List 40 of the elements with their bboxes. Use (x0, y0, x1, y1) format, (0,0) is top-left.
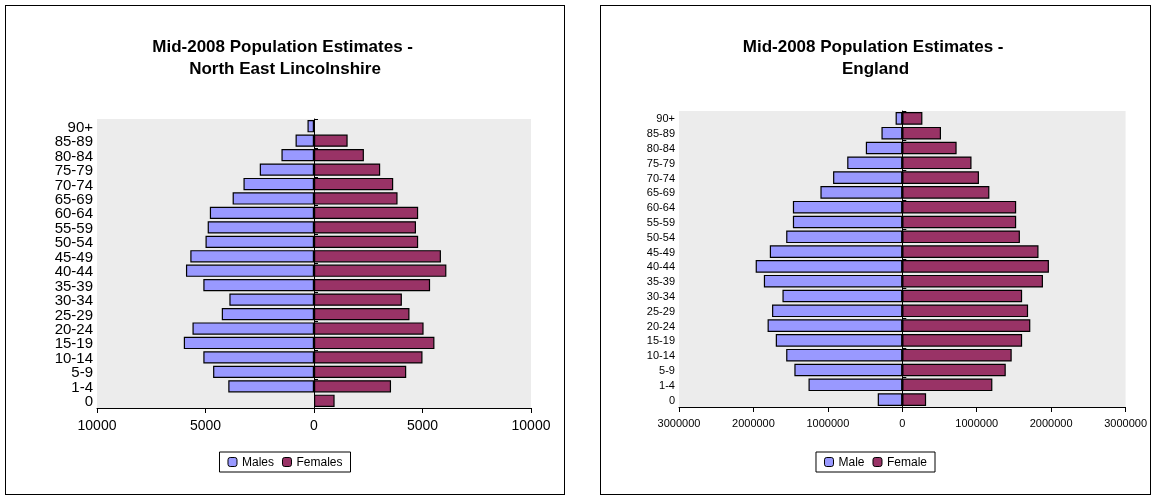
chart-title: Mid-2008 Population Estimates - North East Lincolnshire (152, 36, 418, 78)
y-tick-label: 30-34 (646, 290, 675, 302)
x-tick-label: 0 (310, 417, 319, 433)
legend-label: Females (296, 455, 343, 469)
x-tick-label: 5000 (406, 417, 439, 433)
y-tick-label: 1-4 (659, 378, 675, 391)
x-tick-label: 2000000 (1029, 416, 1073, 429)
y-tick-label: 90+ (656, 112, 675, 125)
x-tick-label: 3000000 (657, 416, 701, 429)
legend-label: Males (241, 455, 274, 469)
y-tick-label: 90+ (67, 117, 94, 135)
y-tick-label: 25-29 (646, 304, 675, 317)
y-tick-label: 60-64 (646, 201, 675, 214)
y-tick-label: 50-54 (646, 230, 675, 243)
y-tick-label: 70-74 (646, 171, 675, 184)
y-tick-label: 80-84 (646, 142, 675, 154)
x-tick-label: 1000000 (806, 416, 850, 429)
x-tick-label: 2000000 (732, 416, 775, 429)
y-tick-label: 65-69 (646, 186, 675, 199)
x-tick-label: 0 (899, 416, 906, 429)
x-tick-label: 1000000 (955, 416, 999, 429)
x-tick-label: 5000 (189, 417, 222, 433)
y-tick-label: 0 (84, 392, 93, 410)
y-tick-label: 0 (668, 393, 675, 406)
y-tick-label: 35-39 (646, 275, 675, 288)
x-tick-label: 10000 (77, 417, 117, 433)
x-tick-label: 3000000 (1104, 416, 1147, 429)
y-tick-label: 55-59 (646, 216, 675, 228)
y-tick-label: 5-9 (659, 364, 675, 376)
y-tick-label: 15-19 (646, 334, 675, 347)
legend-label: Female (887, 455, 928, 469)
y-tick-label: 10-14 (646, 349, 675, 362)
legend-label: Male (838, 455, 865, 469)
y-tick-label: 85-89 (646, 127, 675, 140)
chart-title: Mid-2008 Population Estimates - England (742, 36, 1009, 78)
y-tick-label: 45-49 (646, 245, 675, 258)
y-tick-label: 20-24 (646, 319, 675, 332)
y-tick-label: 40-44 (646, 260, 675, 273)
x-tick-label: 10000 (511, 417, 551, 433)
y-tick-label: 75-79 (646, 156, 675, 169)
